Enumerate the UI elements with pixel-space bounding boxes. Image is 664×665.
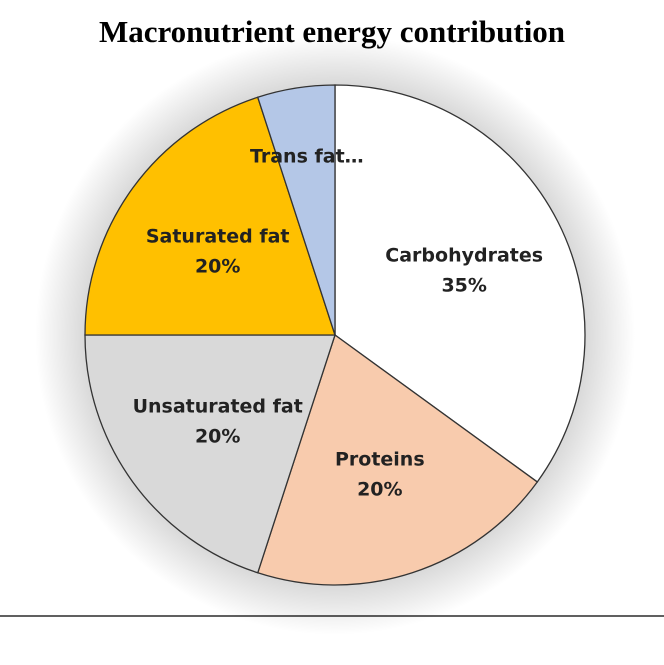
slice-label: Carbohydrates <box>385 245 543 267</box>
pie-slice <box>334 84 586 483</box>
slice-label: Proteins <box>335 448 425 470</box>
slice-value-label: 20% <box>195 426 240 448</box>
pie-slice <box>84 96 336 336</box>
pie-slice <box>256 84 336 336</box>
slice-value-label: 35% <box>441 275 486 297</box>
pie-slice <box>84 334 336 574</box>
pie <box>84 84 586 586</box>
slice-label: Trans fat… <box>250 146 364 168</box>
pie-slice <box>256 333 539 586</box>
slice-value-label: 20% <box>357 478 402 500</box>
slice-label: Saturated fat <box>146 225 290 247</box>
slice-label: Unsaturated fat <box>133 396 303 418</box>
slice-value-label: 20% <box>195 255 240 277</box>
